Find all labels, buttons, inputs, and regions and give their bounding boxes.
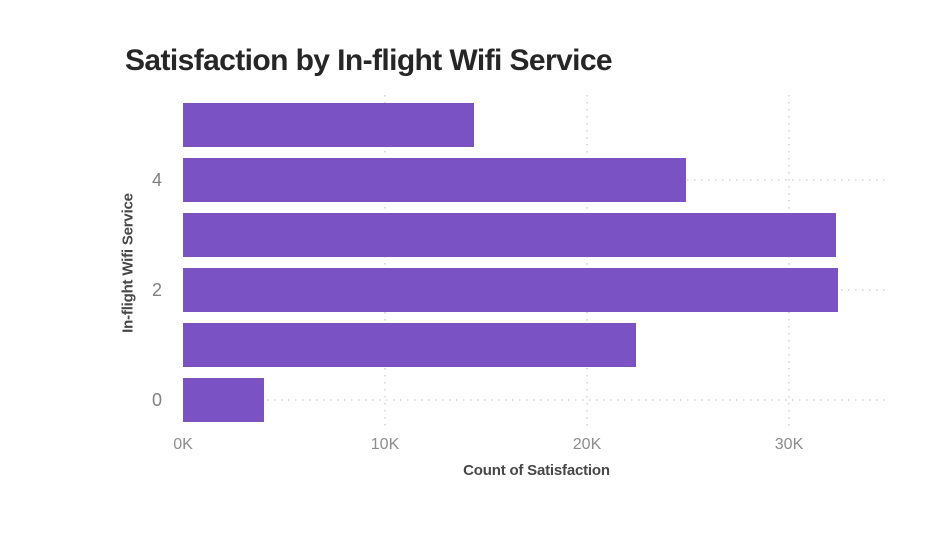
horizontal-gridline-0 — [183, 399, 890, 401]
y-tick-label-0: 0 — [151, 390, 162, 410]
bar-category-1[interactable] — [183, 323, 636, 367]
vertical-gridline-20K — [586, 95, 588, 430]
bar-category-4[interactable] — [183, 158, 686, 202]
x-tick-label-30K: 30K — [774, 436, 804, 453]
bar-category-3[interactable] — [183, 213, 836, 257]
x-tick-label-20K: 20K — [572, 436, 602, 453]
x-tick-label-10K: 10K — [370, 436, 400, 453]
vertical-gridline-30K — [788, 95, 790, 430]
bar-category-5[interactable] — [183, 103, 474, 147]
chart-title: Satisfaction by In-flight Wifi Service — [125, 44, 613, 77]
bar-category-0[interactable] — [183, 378, 264, 422]
x-tick-label-0K: 0K — [173, 436, 193, 453]
vertical-gridline-10K — [384, 95, 386, 430]
y-tick-label-4: 4 — [151, 170, 162, 190]
plot-area — [183, 95, 890, 430]
y-axis-title: In-flight Wifi Service — [119, 193, 137, 333]
y-tick-label-2: 2 — [151, 280, 162, 300]
bar-category-2[interactable] — [183, 268, 838, 312]
x-axis-title: Count of Satisfaction — [463, 462, 610, 479]
